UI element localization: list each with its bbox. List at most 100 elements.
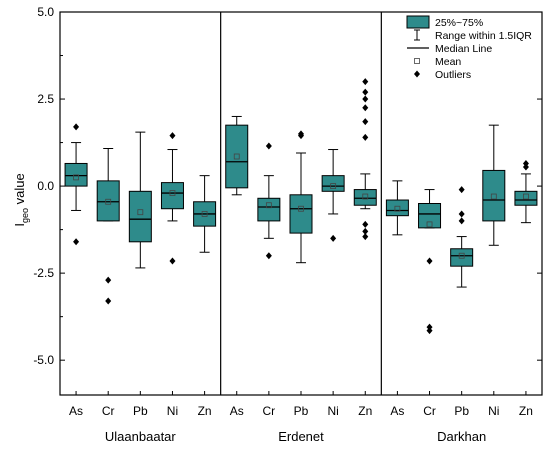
outlier-point [458, 186, 465, 194]
iqr-box [289, 194, 313, 234]
mean-marker [169, 190, 176, 196]
legend-swatch-outlier [414, 70, 420, 78]
x-tick-label: Zn [519, 404, 533, 418]
outlier-point [298, 132, 304, 140]
outlier-point [362, 88, 369, 96]
mean-marker [426, 221, 433, 228]
legend-entry-label: Outliers [435, 69, 471, 81]
group-label: Erdenet [278, 429, 324, 444]
mean-marker [73, 174, 79, 181]
x-tick-label: Cr [102, 404, 115, 418]
x-tick-label: Pb [454, 404, 469, 418]
iqr-box [257, 197, 281, 222]
outlier-point [362, 118, 369, 126]
x-tick-label: Ni [327, 404, 338, 418]
mean-marker [330, 183, 337, 189]
outlier-point [458, 210, 465, 218]
box-ulaanbaatar-zn [193, 175, 217, 253]
mean-marker [201, 211, 208, 217]
outlier-point [169, 132, 176, 140]
iqr-box [385, 199, 409, 217]
outlier-point [265, 142, 272, 150]
legend-swatch-box [406, 15, 430, 29]
outlier-point [362, 95, 369, 103]
x-tick-label: Pb [133, 404, 148, 418]
box-erdenet-ni [321, 149, 345, 242]
group-label: Ulaanbaatar [105, 429, 176, 444]
x-tick-label: Ni [167, 404, 178, 418]
x-tick-label: Cr [263, 404, 276, 418]
mean-marker [137, 209, 144, 216]
box-erdenet-zn [353, 78, 377, 241]
mean-marker [265, 202, 272, 209]
box-ulaanbaatar-ni [160, 132, 184, 265]
y-axis-title-subscript: geo [20, 208, 30, 223]
y-tick-label: -5.0 [33, 353, 54, 367]
y-axis-title-tail: value [12, 173, 27, 208]
legend-swatch-mean [414, 58, 420, 64]
y-tick-label: 2.5 [37, 92, 54, 106]
iqr-box [225, 124, 249, 189]
group-label: Darkhan [437, 429, 486, 444]
outlier-point [522, 163, 529, 171]
x-tick-label: As [69, 404, 83, 418]
x-tick-label: Zn [358, 404, 372, 418]
iqr-box [96, 180, 120, 222]
outlier-point [458, 217, 465, 225]
box-ulaanbaatar-pb [128, 131, 152, 269]
mean-marker [298, 205, 304, 212]
outlier-point [362, 233, 369, 241]
x-tick-label: Zn [198, 404, 212, 418]
y-axis-title-main: I [12, 223, 27, 227]
outlier-point [169, 257, 176, 265]
box-darkhan-cr [418, 189, 442, 335]
group-labels: Ulaanbaatar Erdenet Darkhan [105, 429, 486, 444]
outlier-point [362, 104, 369, 112]
outlier-point [362, 133, 369, 141]
mean-marker [394, 205, 401, 212]
mean-marker [362, 193, 369, 200]
mean-marker [105, 198, 112, 205]
outlier-point [362, 220, 369, 228]
outlier-point [426, 327, 433, 335]
iqr-box [128, 190, 152, 243]
x-tick-label: Pb [294, 404, 309, 418]
legend-entry-label: Median Line [435, 43, 492, 55]
outlier-point [73, 238, 80, 246]
box-ulaanbaatar-as [64, 123, 88, 246]
mean-marker [233, 153, 240, 160]
outlier-point [362, 78, 369, 86]
y-tick-label: -2.5 [33, 266, 54, 280]
outlier-point [426, 257, 433, 265]
outlier-point [105, 297, 112, 305]
y-tick-label: 0.0 [37, 179, 54, 193]
iqr-box [353, 189, 377, 206]
box-darkhan-as [385, 180, 409, 236]
box-erdenet-as [225, 115, 249, 196]
outlier-point [105, 276, 112, 284]
x-tick-label: As [390, 404, 404, 418]
x-tick-label: As [230, 404, 244, 418]
box-erdenet-pb [289, 130, 313, 264]
iqr-box [450, 248, 474, 267]
outlier-point [362, 227, 369, 235]
plot-area: 5.0 2.5 0.0 -2.5 -5.0 As Cr Pb Ni Zn As Cr Pb Ni Zn As C… [33, 5, 543, 418]
legend-entry-label: Range within 1.5IQR [435, 30, 532, 42]
mean-marker [490, 193, 497, 200]
y-tick-label: 5.0 [37, 5, 54, 19]
x-tick-label: Cr [423, 404, 436, 418]
iqr-box [514, 190, 538, 206]
x-tick-label: Ni [488, 404, 499, 418]
outlier-point [73, 123, 80, 131]
outlier-point [330, 234, 337, 242]
iqr-box [418, 203, 442, 229]
outlier-point [265, 252, 272, 260]
legend-entry-label: Mean [435, 56, 461, 68]
mean-marker [523, 193, 529, 200]
box-darkhan-pb [450, 186, 474, 288]
iqr-box [482, 169, 506, 222]
box-erdenet-cr [257, 142, 281, 260]
